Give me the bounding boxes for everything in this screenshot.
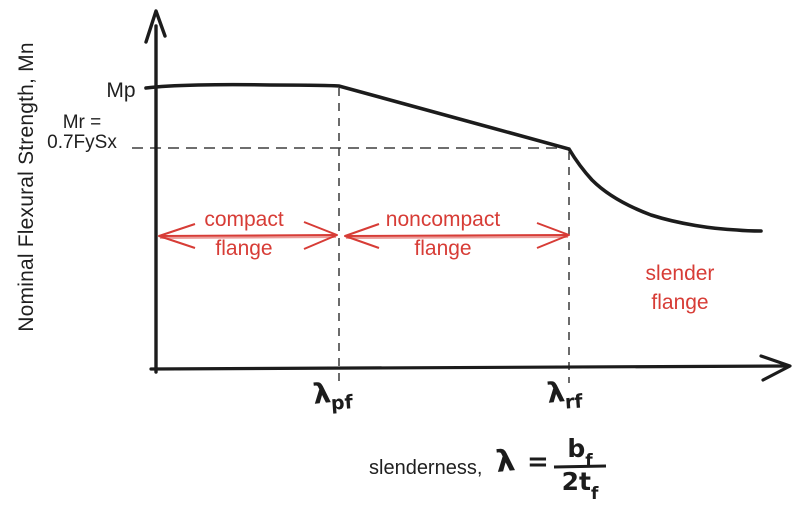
noncompact-arrow-right-head-icon — [536, 222, 570, 249]
y-tick-label-mr: Mr = 0.7FySx — [30, 113, 134, 153]
region-slender-line2: flange — [651, 291, 709, 314]
x-axis-equals-sign: = — [527, 447, 549, 477]
noncompact-arrow-left-head-icon — [344, 223, 380, 249]
fraction-denominator: 2t f — [561, 467, 599, 505]
lambda-pf-base: λ — [311, 376, 333, 411]
compact-arrow-right-head-icon — [303, 221, 338, 250]
y-axis-title: Nominal Flexural Strength, Mn — [15, 42, 38, 332]
x-axis-fraction-bf-2tf: b f 2t f — [551, 434, 609, 505]
x-tick-label-lambda-rf: λ rf — [545, 375, 583, 413]
y-axis-arrowhead-icon — [144, 9, 167, 44]
compact-range-arrow — [158, 221, 338, 250]
lambda-rf-subscript: rf — [563, 390, 584, 414]
region-label-noncompact-flange: noncompact flange — [345, 205, 541, 263]
x-axis-title-prefix: slenderness, — [369, 457, 483, 479]
x-axis-line — [149, 364, 788, 371]
x-tick-label-lambda-pf: λ pf — [311, 376, 353, 415]
x-axis-arrowhead-icon — [759, 354, 792, 382]
mn-curve — [144, 82, 763, 233]
x-axis-lambda-symbol: λ — [494, 443, 517, 480]
region-compact-line1: compact — [204, 208, 284, 231]
region-noncompact-line2: flange — [414, 237, 472, 260]
region-label-compact-flange: compact flange — [161, 205, 327, 263]
region-slender-line1: slender — [645, 262, 715, 285]
y-tick-label-mr-line1: Mr = — [62, 112, 102, 133]
fraction-num-base: b — [567, 434, 586, 463]
y-tick-label-mp: Mp — [106, 79, 136, 102]
fraction-numerator: b f — [567, 434, 592, 472]
lambda-rf-base: λ — [545, 375, 567, 410]
fraction-bar — [553, 464, 607, 469]
fraction-den-subscript: f — [590, 484, 599, 504]
region-noncompact-line1: noncompact — [385, 208, 501, 231]
compact-arrow-left-head-icon — [158, 223, 196, 249]
fraction-den-base: 2t — [561, 467, 591, 496]
noncompact-arrow-shaft — [344, 234, 570, 237]
compact-arrow-shaft-double — [159, 236, 337, 239]
lambda-pf-subscript: pf — [329, 391, 354, 415]
region-compact-line2: flange — [215, 237, 273, 260]
fraction-num-subscript: f — [585, 451, 593, 471]
noncompact-range-arrow — [344, 222, 570, 249]
compact-arrow-shaft — [158, 234, 338, 237]
region-label-slender-flange: slender flange — [611, 259, 749, 317]
noncompact-arrow-shaft-double — [345, 236, 569, 239]
y-tick-label-mr-line2: 0.7FySx — [47, 132, 117, 153]
